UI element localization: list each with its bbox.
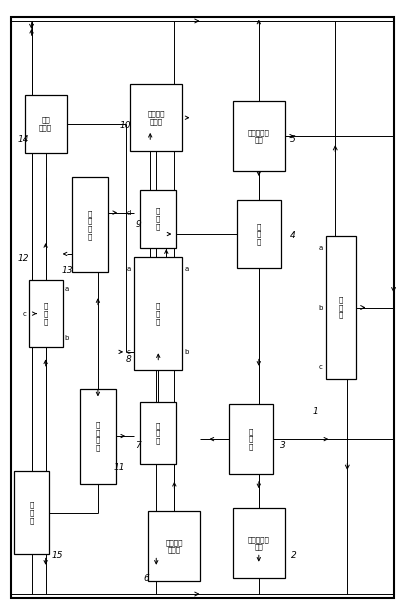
Bar: [140, 189, 176, 248]
Text: 合
数
组
件: 合 数 组 件: [96, 421, 100, 451]
Text: 换
算
器: 换 算 器: [249, 428, 253, 450]
Text: 1: 1: [312, 407, 318, 416]
Bar: [25, 95, 67, 153]
Text: 11: 11: [113, 463, 125, 472]
Text: 12: 12: [18, 254, 29, 263]
Text: 第一控制器
组件: 第一控制器 组件: [248, 536, 270, 550]
Text: 4: 4: [290, 231, 296, 240]
Bar: [148, 511, 200, 581]
Bar: [237, 200, 281, 268]
Text: d: d: [126, 210, 131, 216]
Text: 单
向
阀: 单 向 阀: [156, 422, 160, 444]
Bar: [232, 508, 285, 579]
Text: 液
压
泵: 液 压 泵: [339, 296, 343, 319]
Text: 初调
比例阀: 初调 比例阀: [39, 117, 52, 131]
Text: b: b: [65, 335, 69, 341]
Text: 过
滤
器: 过 滤 器: [43, 303, 48, 325]
Text: 9: 9: [135, 220, 141, 229]
Text: 14: 14: [18, 135, 29, 144]
Text: 10: 10: [119, 121, 131, 130]
Text: b: b: [319, 304, 323, 311]
Text: 6: 6: [143, 574, 149, 582]
Text: 第二控制器
组件: 第二控制器 组件: [248, 129, 270, 143]
Text: 7: 7: [135, 441, 141, 450]
Text: 13: 13: [61, 266, 73, 276]
Text: a: a: [65, 286, 69, 292]
Text: 5: 5: [290, 135, 296, 144]
Text: c: c: [319, 364, 323, 370]
Bar: [134, 257, 182, 370]
Text: a: a: [127, 266, 131, 272]
Bar: [232, 101, 285, 172]
Text: 单
向
阀: 单 向 阀: [156, 208, 160, 229]
Bar: [229, 404, 273, 474]
Text: 8: 8: [126, 355, 131, 364]
Text: 2: 2: [291, 551, 297, 560]
Text: 第二压力
传感器: 第二压力 传感器: [147, 111, 165, 125]
Text: 数
据
组
件: 数 据 组 件: [88, 210, 92, 240]
Text: c: c: [23, 311, 27, 317]
Text: a: a: [319, 245, 323, 251]
Text: b: b: [184, 349, 189, 355]
Text: 15: 15: [51, 551, 63, 560]
Text: a: a: [184, 266, 189, 272]
Text: 汇
流
板: 汇 流 板: [156, 303, 160, 325]
Text: c: c: [127, 349, 131, 355]
Bar: [72, 177, 108, 272]
Bar: [28, 280, 63, 347]
Bar: [15, 471, 49, 554]
Bar: [326, 236, 356, 379]
Text: 3: 3: [280, 441, 286, 450]
Bar: [80, 389, 116, 483]
Text: 第一压力
传感器: 第一压力 传感器: [166, 539, 183, 554]
Bar: [140, 402, 176, 464]
Bar: [130, 84, 182, 151]
Text: 检
测
器: 检 测 器: [30, 502, 34, 523]
Text: 拉
簧
架: 拉 簧 架: [257, 223, 261, 245]
